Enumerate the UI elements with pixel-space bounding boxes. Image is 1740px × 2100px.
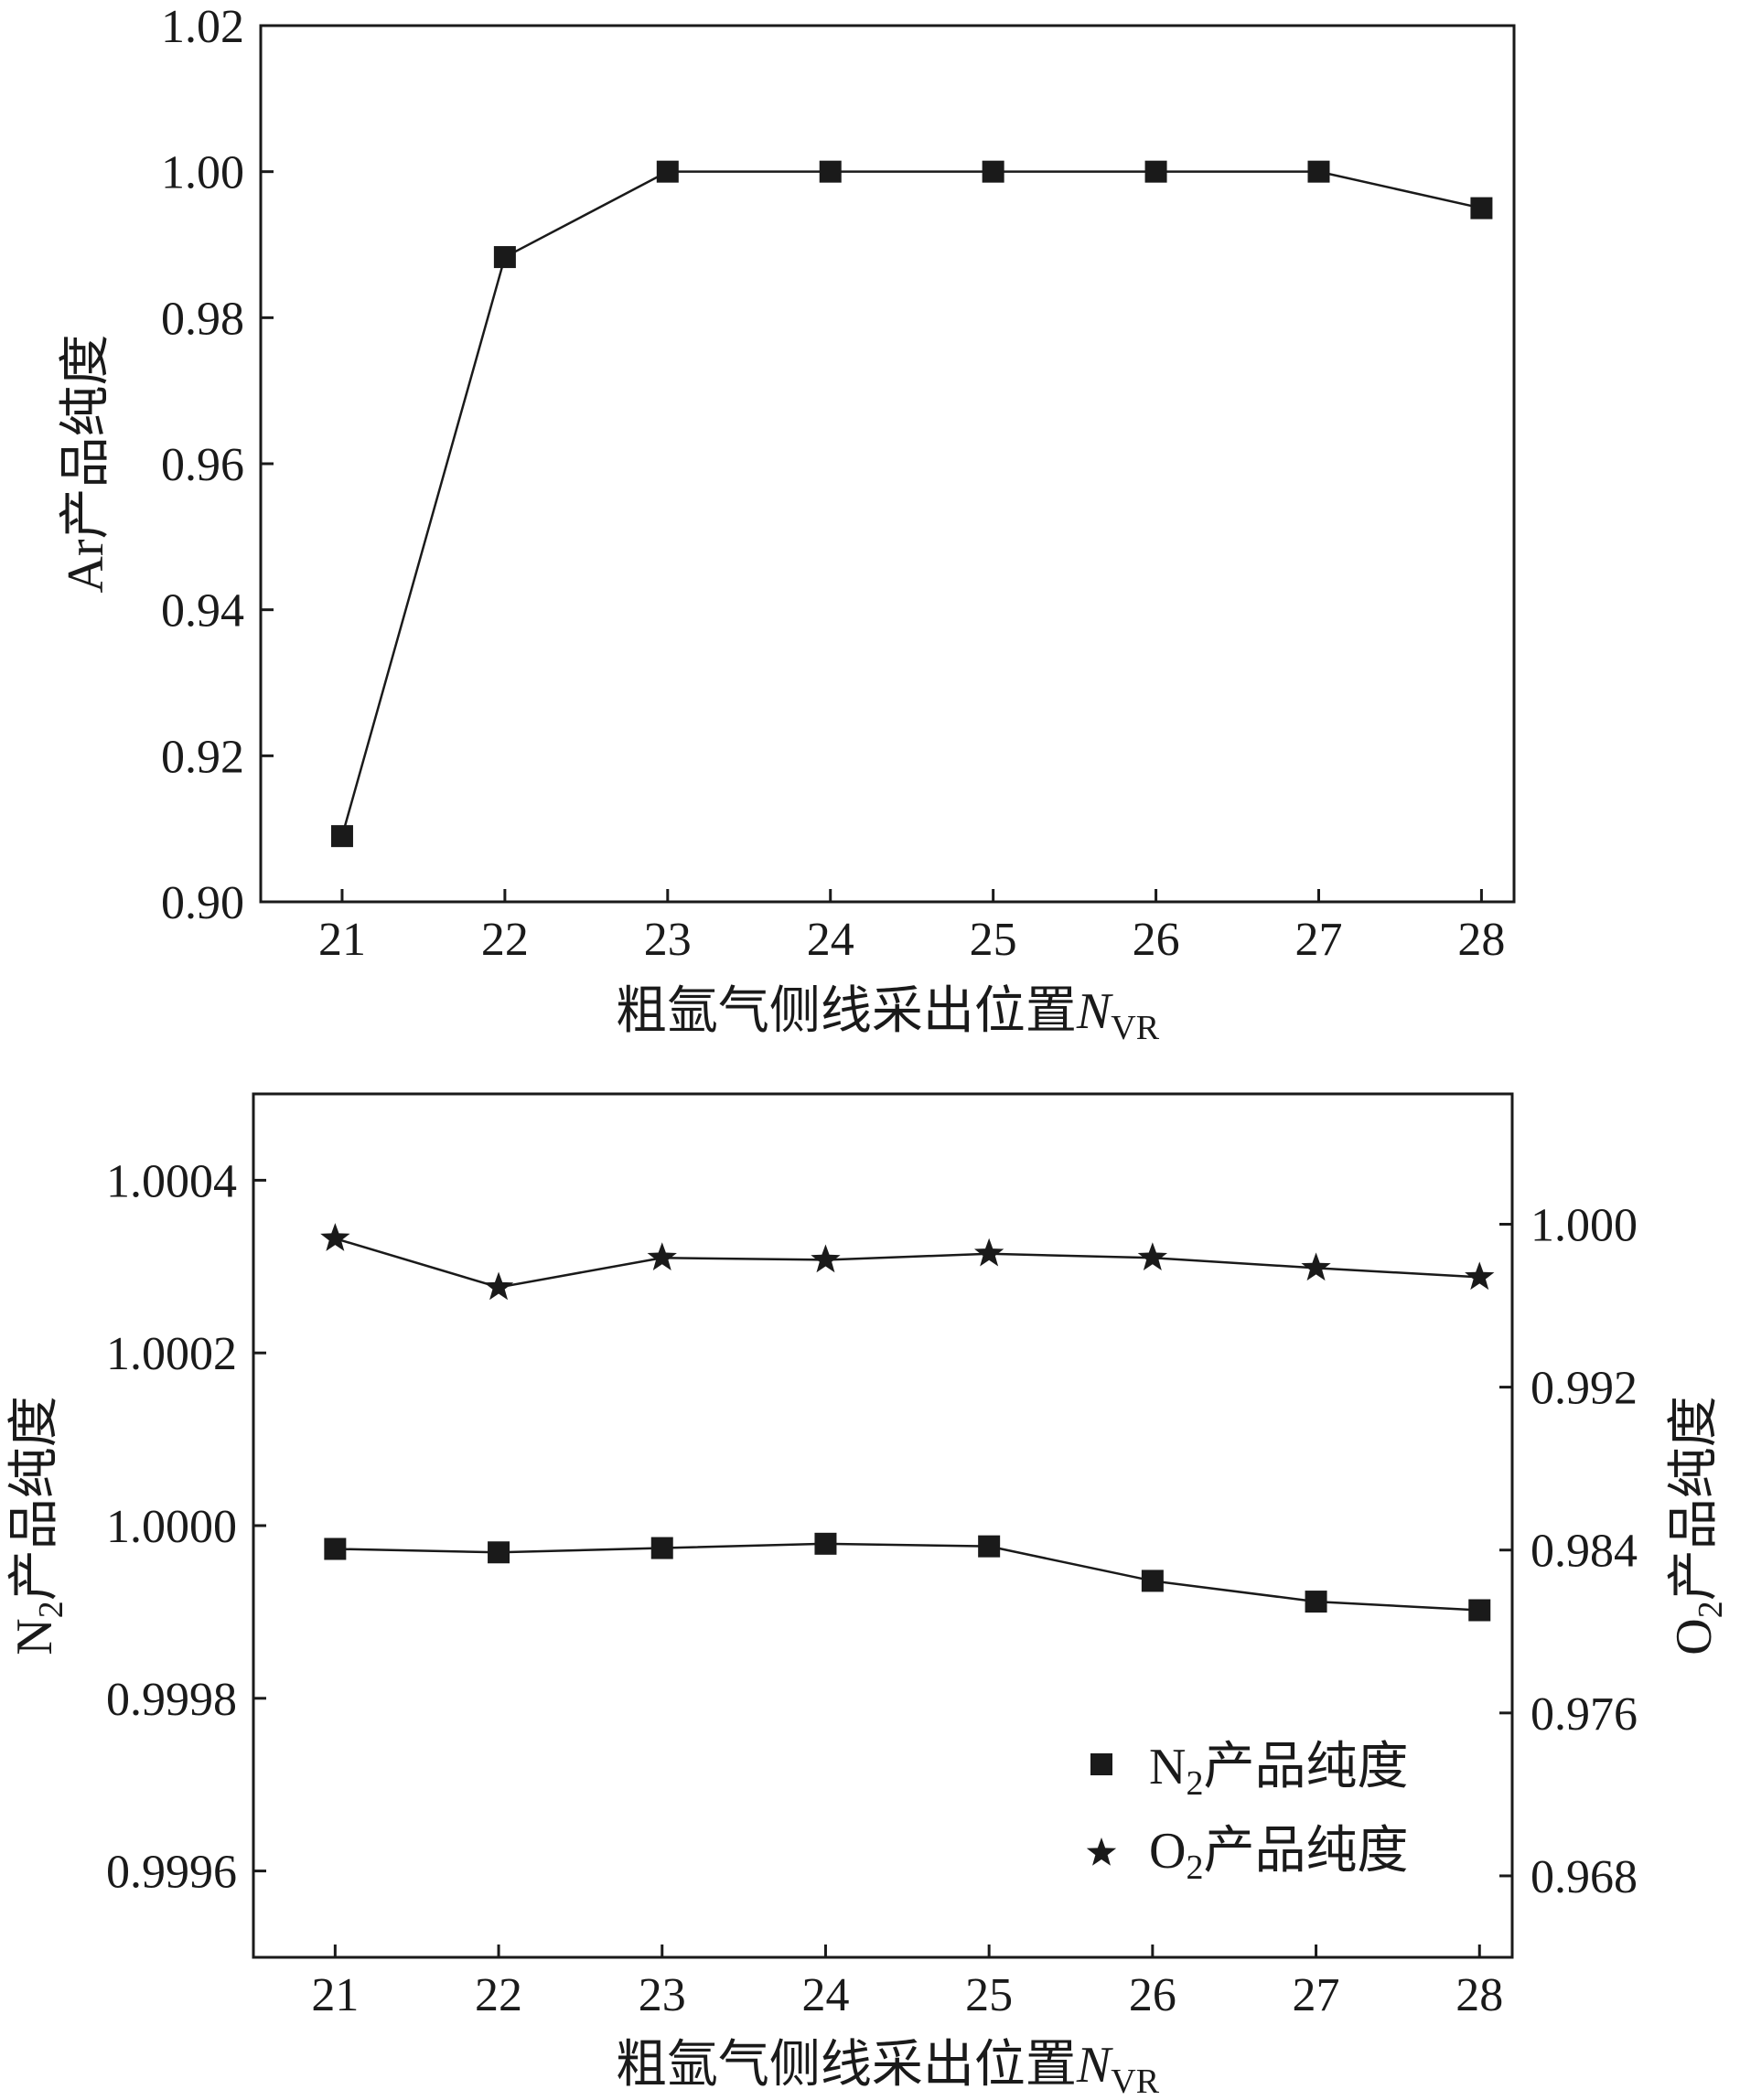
bottom-left-y-tick-label: 0.9998 [106, 1674, 237, 1726]
bottom-data-point-o2 [1465, 1261, 1495, 1291]
bottom-right-y-ticks: 0.968 0.976 0.984 0.992 1.000 [1499, 1199, 1638, 1903]
bottom-x-tick-label: 24 [801, 1969, 849, 2021]
bottom-data-point-n2 [1305, 1591, 1327, 1613]
bottom-x-axis-title: 粗氩气侧线采出位置NVR [616, 2037, 1160, 2100]
bottom-data-point-n2 [1468, 1599, 1491, 1622]
bottom-right-y-axis-title: O2产品纯度 [1666, 1396, 1730, 1655]
bottom-left-y-tick-label: 0.9996 [106, 1847, 237, 1899]
top-data-point [1470, 197, 1493, 220]
legend-n2-marker [1090, 1753, 1112, 1775]
bottom-right-y-tick-label: 0.984 [1531, 1526, 1638, 1578]
bottom-left-y-tick-label: 1.0000 [106, 1501, 237, 1553]
bottom-x-tick-label: 27 [1293, 1969, 1340, 2021]
bottom-data-point-o2 [1301, 1252, 1331, 1281]
bottom-series [320, 1223, 1495, 1622]
bottom-left-y-axis-title: N2产品纯度 [6, 1396, 70, 1655]
bottom-x-tick-label: 23 [639, 1969, 686, 2021]
top-x-tick-label: 21 [318, 914, 366, 966]
top-data-point [330, 825, 353, 848]
bottom-data-point-n2 [814, 1532, 837, 1555]
top-data-point [819, 160, 842, 183]
bottom-data-point-o2 [1137, 1242, 1168, 1270]
bottom-data-point-n2 [324, 1538, 347, 1560]
top-x-tick-label: 23 [644, 914, 692, 966]
bottom-right-y-tick-label: 0.992 [1531, 1363, 1638, 1415]
top-x-tick-label: 22 [481, 914, 529, 966]
bottom-left-y-tick-label: 1.0004 [106, 1155, 237, 1207]
bottom-x-tick-label: 21 [311, 1969, 359, 2021]
top-chart: 21 22 23 24 25 26 27 28 0.90 0.92 0.94 0.96 0.98 1.0… [58, 1, 1516, 1047]
bottom-series-line-n2 [335, 1542, 1480, 1612]
bottom-left-y-ticks: 0.9996 0.9998 1.0000 1.0002 1.0004 [106, 1155, 266, 1899]
bottom-data-point-o2 [973, 1238, 1004, 1267]
top-y-tick-label: 0.92 [161, 731, 244, 783]
legend-o2-marker [1086, 1838, 1117, 1866]
bottom-chart: 21 22 23 24 25 26 27 28 0.9996 0.9998 1.0000 1.000… [6, 1092, 1730, 2100]
bottom-series-line-o2 [334, 1237, 1480, 1289]
bottom-x-tick-label: 22 [475, 1969, 522, 2021]
top-x-tick-label: 25 [970, 914, 1017, 966]
bottom-data-point-n2 [978, 1535, 1001, 1558]
bottom-data-point-o2 [483, 1271, 514, 1301]
top-data-point [656, 160, 679, 183]
top-x-axis-title: 粗氩气侧线采出位置NVR [616, 983, 1160, 1047]
top-x-tick-label: 26 [1133, 914, 1180, 966]
bottom-right-y-tick-label: 0.976 [1531, 1688, 1638, 1741]
top-y-tick-label: 0.90 [161, 877, 244, 929]
top-y-tick-label: 0.98 [161, 293, 244, 345]
bottom-x-tick-label: 26 [1129, 1969, 1176, 2021]
top-y-ticks: 0.90 0.92 0.94 0.96 0.98 1.00 1.02 [161, 1, 274, 929]
bottom-data-point-n2 [488, 1541, 510, 1564]
legend-n2-label: N2产品纯度 [1149, 1739, 1408, 1803]
bottom-data-point-o2 [647, 1242, 677, 1270]
legend-o2-label: O2产品纯度 [1149, 1823, 1408, 1887]
top-x-tick-label: 28 [1457, 914, 1505, 966]
top-plot-frame [259, 24, 1516, 904]
bottom-right-y-tick-label: 1.000 [1531, 1199, 1638, 1251]
top-series [330, 160, 1493, 848]
top-y-tick-label: 1.00 [161, 147, 244, 199]
top-data-point [982, 160, 1004, 183]
top-data-point [1144, 160, 1167, 183]
bottom-right-y-tick-label: 0.968 [1531, 1851, 1638, 1903]
bottom-x-tick-label: 28 [1455, 1969, 1503, 2021]
bottom-x-ticks: 21 22 23 24 25 26 27 28 [311, 1945, 1503, 2021]
top-x-ticks: 21 22 23 24 25 26 27 28 [318, 889, 1505, 966]
top-x-tick-label: 24 [807, 914, 854, 966]
top-series-line [340, 170, 1482, 837]
top-y-tick-label: 0.94 [161, 585, 244, 638]
legend: N2产品纯度 O2产品纯度 [1086, 1739, 1408, 1887]
top-y-tick-label: 0.96 [161, 439, 244, 491]
bottom-data-point-n2 [1141, 1570, 1164, 1592]
top-x-tick-label: 27 [1294, 914, 1342, 966]
bottom-data-point-o2 [811, 1244, 841, 1273]
top-data-point [1307, 160, 1330, 183]
top-y-axis-title: Ar产品纯度 [58, 334, 114, 593]
bottom-data-point-n2 [650, 1537, 673, 1559]
bottom-x-tick-label: 25 [965, 1969, 1013, 2021]
top-data-point [493, 246, 516, 269]
bottom-left-y-tick-label: 1.0002 [106, 1328, 237, 1380]
bottom-data-point-o2 [320, 1223, 350, 1251]
top-y-tick-label: 1.02 [161, 1, 244, 53]
